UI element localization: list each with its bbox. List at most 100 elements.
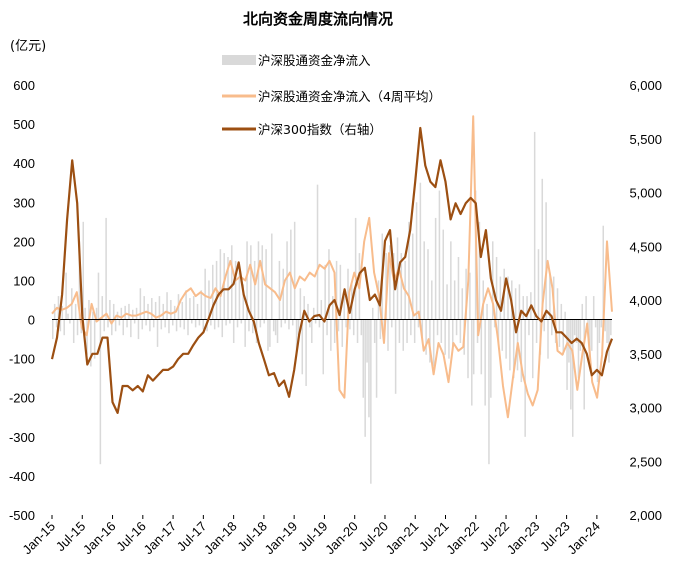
- net-inflow-bar: [592, 296, 595, 320]
- left-tick-label: 600: [13, 78, 35, 93]
- net-inflow-bar: [99, 319, 102, 465]
- net-inflow-bar: [471, 319, 473, 406]
- net-inflow-bar: [375, 319, 378, 398]
- net-inflow-bar: [347, 268, 349, 320]
- net-inflow-bar: [415, 202, 418, 320]
- net-inflow-bar: [596, 319, 599, 383]
- net-inflow-bar: [368, 319, 370, 418]
- x-tick-label: Jan-16: [80, 519, 119, 558]
- net-inflow-bar: [145, 319, 147, 326]
- net-inflow-bar: [486, 303, 488, 320]
- net-inflow-bar: [278, 260, 281, 320]
- net-inflow-bar: [349, 319, 351, 330]
- net-inflow-bar: [335, 260, 338, 320]
- net-inflow-bar: [452, 319, 454, 351]
- net-inflow-bar: [263, 319, 265, 324]
- net-inflow-bar: [450, 241, 452, 320]
- net-inflow-bar: [373, 319, 376, 343]
- net-inflow-bar: [533, 131, 536, 320]
- net-inflow-bar: [459, 319, 462, 343]
- right-tick-label: 5,000: [629, 186, 662, 201]
- net-inflow-bar: [493, 319, 496, 328]
- net-inflow-bar: [309, 319, 311, 328]
- net-inflow-bar: [128, 303, 130, 320]
- right-tick-label: 2,000: [629, 508, 662, 523]
- net-inflow-bar: [311, 319, 313, 343]
- net-inflow-bar: [370, 319, 372, 484]
- net-inflow-bar: [591, 319, 593, 351]
- net-inflow-bar: [274, 319, 277, 336]
- net-inflow-bar: [166, 292, 168, 320]
- net-inflow-bar: [288, 319, 290, 330]
- net-inflow-bar: [92, 311, 94, 320]
- net-inflow-bar: [189, 298, 191, 320]
- net-inflow-bar: [318, 319, 321, 328]
- net-inflow-bar: [107, 319, 109, 328]
- net-inflow-bar: [427, 249, 429, 320]
- net-inflow-bar: [252, 319, 254, 334]
- net-inflow-bar: [192, 296, 195, 320]
- left-tick-label: 400: [13, 156, 35, 171]
- net-inflow-bar: [394, 319, 397, 394]
- net-inflow-bar: [598, 319, 601, 343]
- net-inflow-bar: [158, 296, 161, 320]
- x-tick-label: Jan-20: [322, 519, 361, 558]
- net-inflow-bar: [324, 264, 326, 320]
- net-inflow-bar: [282, 268, 284, 320]
- net-inflow-bar: [465, 268, 467, 320]
- net-inflow-bar: [208, 280, 210, 320]
- net-inflow-bar: [379, 319, 382, 340]
- net-inflow-bar: [330, 319, 332, 351]
- net-inflow-bar: [242, 284, 244, 320]
- net-inflow-bar: [541, 178, 544, 320]
- net-inflow-bar: [512, 319, 515, 379]
- net-inflow-bar: [467, 319, 469, 379]
- net-inflow-bar: [69, 319, 71, 324]
- net-inflow-bar: [244, 319, 246, 347]
- net-inflow-bar: [221, 319, 224, 338]
- net-inflow-bar: [183, 319, 185, 330]
- net-inflow-bar: [600, 319, 603, 328]
- net-inflow-bar: [307, 303, 309, 320]
- legend-label-avg4w: 沪深股通资金净流入（4周平均）: [258, 89, 441, 104]
- net-inflow-bar: [455, 319, 458, 336]
- net-inflow-bar: [402, 319, 404, 351]
- net-inflow-bar: [608, 319, 610, 363]
- net-inflow-bar: [130, 319, 132, 338]
- net-inflow-bar: [253, 260, 256, 320]
- net-inflow-bar: [589, 319, 591, 367]
- net-inflow-bar: [248, 319, 250, 332]
- net-inflow-bar: [575, 319, 578, 343]
- net-inflow-bar: [389, 245, 391, 320]
- legend-label-index: 沪深300指数（右轴）: [258, 122, 382, 137]
- left-tick-label: -500: [9, 508, 35, 523]
- net-inflow-bar: [352, 319, 355, 336]
- legend-label-net-inflow: 沪深股通资金净流入: [258, 53, 371, 68]
- net-inflow-bar: [413, 319, 416, 343]
- net-inflow-bar: [122, 319, 124, 336]
- net-inflow-bar: [532, 319, 534, 379]
- net-inflow-bar: [152, 319, 155, 328]
- net-inflow-bar: [326, 319, 328, 336]
- chart-title: 北向资金周度流向情况: [243, 10, 393, 28]
- net-inflow-bar: [52, 319, 54, 340]
- net-inflow-bar: [434, 217, 437, 320]
- net-inflow-bar: [547, 319, 549, 359]
- net-inflow-bar: [74, 303, 77, 320]
- net-inflow-bar: [314, 319, 317, 324]
- net-inflow-bar: [507, 276, 509, 320]
- net-inflow-bar: [114, 319, 117, 332]
- net-inflow-bar: [112, 303, 115, 320]
- right-tick-label: 4,500: [629, 239, 662, 254]
- net-inflow-bar: [97, 272, 100, 320]
- net-inflow-bar: [240, 319, 243, 324]
- net-inflow-bar: [229, 319, 231, 324]
- net-inflow-bar: [284, 319, 286, 324]
- net-inflow-bar: [185, 290, 187, 320]
- net-inflow-bar: [594, 319, 597, 328]
- series-index-line: [50, 126, 614, 414]
- net-inflow-bar: [271, 233, 273, 320]
- net-inflow-bar: [259, 319, 262, 328]
- net-inflow-bar: [187, 319, 189, 336]
- net-inflow-bar: [175, 319, 178, 332]
